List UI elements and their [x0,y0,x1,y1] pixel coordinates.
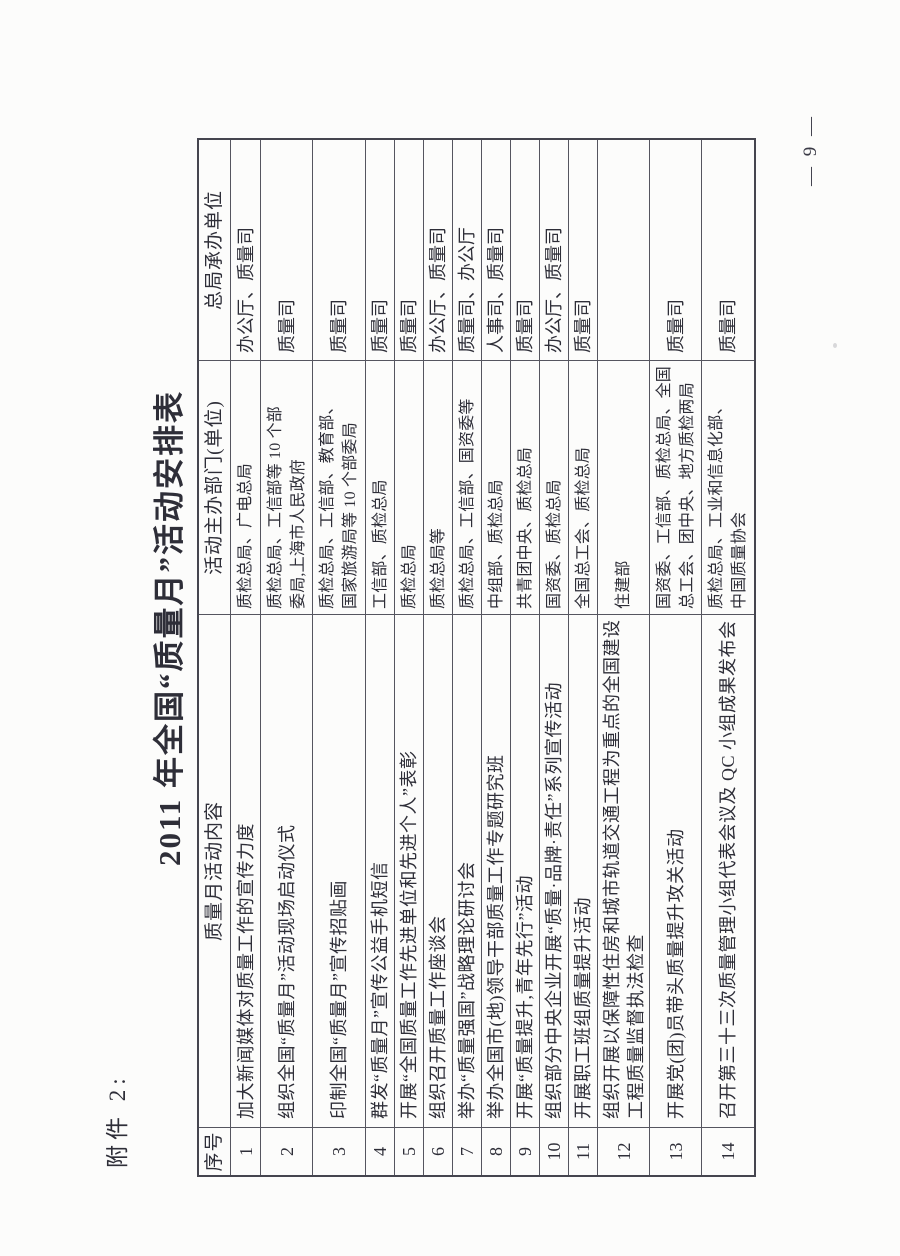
content-cell: 开展党(团)员带头质量提升攻关活动 [650,615,701,1128]
content-cell: 印制全国“质量月”宣传招贴画 [313,615,365,1128]
undertaker-cell: 质量司 [511,140,539,361]
row-number-cell: 5 [399,1147,419,1156]
content-cell: 开展职工班组质量提升活动 [569,615,597,1128]
row-number-cell: 11 [573,1142,593,1161]
scan-speck [833,343,837,348]
organizers-cell: 住建部 [598,361,649,615]
row-number-cell: 10 [544,1142,564,1161]
organizers-cell: 质检总局 [395,361,423,615]
activity-table: 序号 质量月活动内容 活动主办部门(单位) 总局承办单位 1 加大新闻媒体对质量… [197,138,756,1177]
undertaker-cell: 人事司、质量司 [482,140,510,361]
organizers-cell: 中组部、质检总局 [482,361,510,615]
table-row: 2 组织全国“质量月”活动现场启动仪式 质检总局、工信部等 10 个部 委局,上… [260,140,312,1175]
content-cell: 群发“质量月”宣传公益手机短信 [366,615,394,1128]
table-row: 7 举办“质量强国”战略理论研讨会 质检总局、工信部、国资委等 质量司、办公厅 [452,140,481,1175]
table-row: 14 召开第三十三次质量管理小组代表会议及 QC 小组成果发布会 质检总局、工业… [701,140,754,1175]
table-row: 13 开展党(团)员带头质量提升攻关活动 国资委、工信部、质检总局、全国 总工会… [649,140,701,1175]
table-header-row: 序号 质量月活动内容 活动主办部门(单位) 总局承办单位 [199,140,230,1175]
content-cell: 召开第三十三次质量管理小组代表会议及 QC 小组成果发布会 [702,615,754,1128]
undertaker-cell: 办公厅、质量司 [424,140,452,361]
content-cell: 加大新闻媒体对质量工作的宣传力度 [231,615,260,1128]
undertaker-cell: 质量司 [313,140,365,361]
undertaker-cell: 质量司 [261,140,312,361]
undertaker-cell [598,140,649,361]
content-cell: 开展“全国质量工作先进单位和先进个人”表彰 [395,615,423,1128]
row-number-cell: 2 [276,1147,297,1156]
table-row: 5 开展“全国质量工作先进单位和先进个人”表彰 质检总局 质量司 [394,140,423,1175]
organizers-cell: 全国总工会、质检总局 [569,361,597,615]
row-number-cell: 4 [370,1147,390,1156]
table-row: 6 组织召开质量工作座谈会 质检总局等 办公厅、质量司 [423,140,452,1175]
undertaker-cell: 质量司、办公厅 [453,140,481,361]
row-number-cell: 3 [329,1147,349,1156]
page-number: — 9 — [800,114,821,186]
content-cell: 开展“质量提升,青年先行”活动 [511,615,539,1128]
content-cell: 举办“质量强国”战略理论研讨会 [453,615,481,1128]
row-number-cell: 12 [613,1142,634,1161]
organizers-cell: 质检总局、广电总局 [231,361,260,615]
row-number-cell: 13 [665,1142,686,1161]
organizers-cell: 质检总局、工信部、教育部、 国家旅游局等 10 个部委局 [313,361,365,615]
table-row: 3 印制全国“质量月”宣传招贴画 质检总局、工信部、教育部、 国家旅游局等 10… [312,140,365,1175]
organizers-cell: 国资委、质检总局 [540,361,568,615]
undertaker-cell: 质量司 [702,140,754,361]
table-row: 1 加大新闻媒体对质量工作的宣传力度 质检总局、广电总局 办公厅、质量司 [230,140,260,1175]
row-number-cell: 6 [428,1147,448,1156]
undertaker-cell: 办公厅、质量司 [231,140,260,361]
organizers-cell: 质检总局、工信部、国资委等 [453,361,481,615]
organizers-cell: 工信部、质检总局 [366,361,394,615]
undertaker-cell: 质量司 [395,140,423,361]
undertaker-cell: 质量司 [569,140,597,361]
content-cell: 组织召开质量工作座谈会 [424,615,452,1128]
table-row: 11 开展职工班组质量提升活动 全国总工会、质检总局 质量司 [568,140,597,1175]
content-cell: 组织部分中央企业开展“质量·品牌·责任”系列宣传活动 [540,615,568,1128]
row-number-cell: 9 [515,1147,535,1156]
header-organizers: 活动主办部门(单位) [199,361,230,615]
table-row: 4 群发“质量月”宣传公益手机短信 工信部、质检总局 质量司 [365,140,394,1175]
organizers-cell: 国资委、工信部、质检总局、全国 总工会、团中央、地方质检两局 [650,361,701,615]
table-row: 12 组织开展以保障性住房和城市轨道交通工程为重点的全国建设 工程质量监督执法检… [597,140,649,1175]
undertaker-cell: 质量司 [650,140,701,361]
row-number-cell: 7 [457,1147,477,1156]
organizers-cell: 质检总局、工信部等 10 个部 委局,上海市人民政府 [261,361,312,615]
row-number-cell: 1 [235,1147,256,1156]
content-cell: 组织全国“质量月”活动现场启动仪式 [261,615,312,1128]
attachment-label: 附件 2: [105,1073,130,1168]
organizers-cell: 质检总局、工业和信息化部、 中国质量协会 [702,361,754,615]
content-cell: 举办全国市(地)领导干部质量工作专题研究班 [482,615,510,1128]
header-content: 质量月活动内容 [199,615,230,1128]
page-title: 2011 年全国“质量月”活动安排表 [152,389,187,867]
header-no: 序号 [203,1131,225,1172]
organizers-cell: 共青团中央、质检总局 [511,361,539,615]
table-row: 9 开展“质量提升,青年先行”活动 共青团中央、质检总局 质量司 [510,140,539,1175]
table-row: 10 组织部分中央企业开展“质量·品牌·责任”系列宣传活动 国资委、质检总局 办… [539,140,568,1175]
header-undertaker: 总局承办单位 [199,140,230,361]
organizers-cell: 质检总局等 [424,361,452,615]
table-row: 8 举办全国市(地)领导干部质量工作专题研究班 中组部、质检总局 人事司、质量司 [481,140,510,1175]
row-number-cell: 8 [486,1147,506,1156]
row-number-cell: 14 [718,1142,738,1161]
undertaker-cell: 办公厅、质量司 [540,140,568,361]
undertaker-cell: 质量司 [366,140,394,361]
content-cell: 组织开展以保障性住房和城市轨道交通工程为重点的全国建设 工程质量监督执法检查 [598,615,649,1128]
